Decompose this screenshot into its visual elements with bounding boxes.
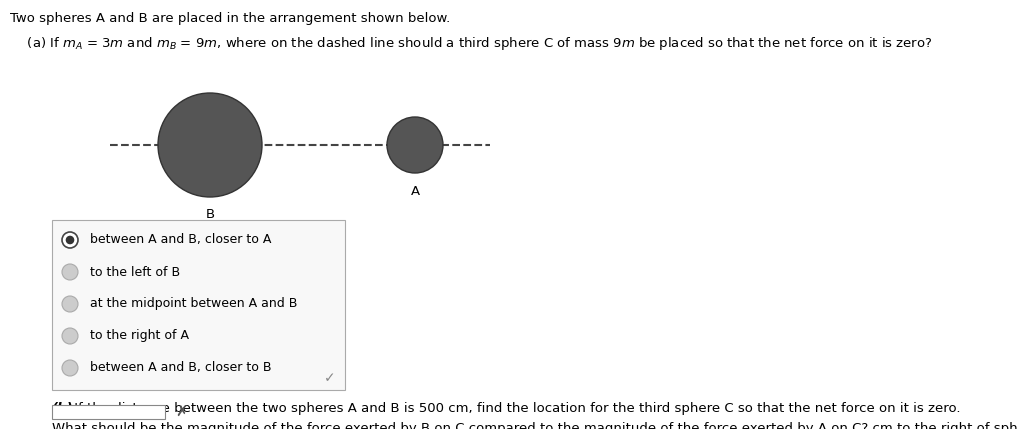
Text: (a) If $\mathit{m}_\mathit{A}$ = 3$\mathit{m}$ and $\mathit{m}_\mathit{B}$ = 9$\: (a) If $\mathit{m}_\mathit{A}$ = 3$\math… xyxy=(10,35,932,52)
Text: between A and B, closer to A: between A and B, closer to A xyxy=(90,233,272,247)
Text: (b): (b) xyxy=(52,402,73,415)
Text: B: B xyxy=(206,208,215,221)
Circle shape xyxy=(387,117,443,173)
Circle shape xyxy=(62,296,78,312)
Text: ✗: ✗ xyxy=(175,405,187,420)
Circle shape xyxy=(62,328,78,344)
Circle shape xyxy=(62,360,78,376)
Circle shape xyxy=(62,232,78,248)
Bar xyxy=(52,405,165,419)
Text: Two spheres A and B are placed in the arrangement shown below.: Two spheres A and B are placed in the ar… xyxy=(10,12,450,25)
Circle shape xyxy=(62,264,78,280)
Text: A: A xyxy=(410,185,419,198)
Text: ✓: ✓ xyxy=(324,371,336,385)
Text: between A and B, closer to B: between A and B, closer to B xyxy=(90,362,272,375)
Text: to the right of A: to the right of A xyxy=(90,329,189,342)
Text: at the midpoint between A and B: at the midpoint between A and B xyxy=(90,297,297,311)
Circle shape xyxy=(158,93,262,197)
Bar xyxy=(52,220,345,390)
Text: to the left of B: to the left of B xyxy=(90,266,180,278)
Circle shape xyxy=(66,236,73,244)
Text: What should be the magnitude of the force exerted by B on C compared to the magn: What should be the magnitude of the forc… xyxy=(52,422,1018,429)
Text: If the distance between the two spheres A and B is 500 cm, find the location for: If the distance between the two spheres … xyxy=(70,402,961,415)
Text: -183: -183 xyxy=(56,405,87,419)
